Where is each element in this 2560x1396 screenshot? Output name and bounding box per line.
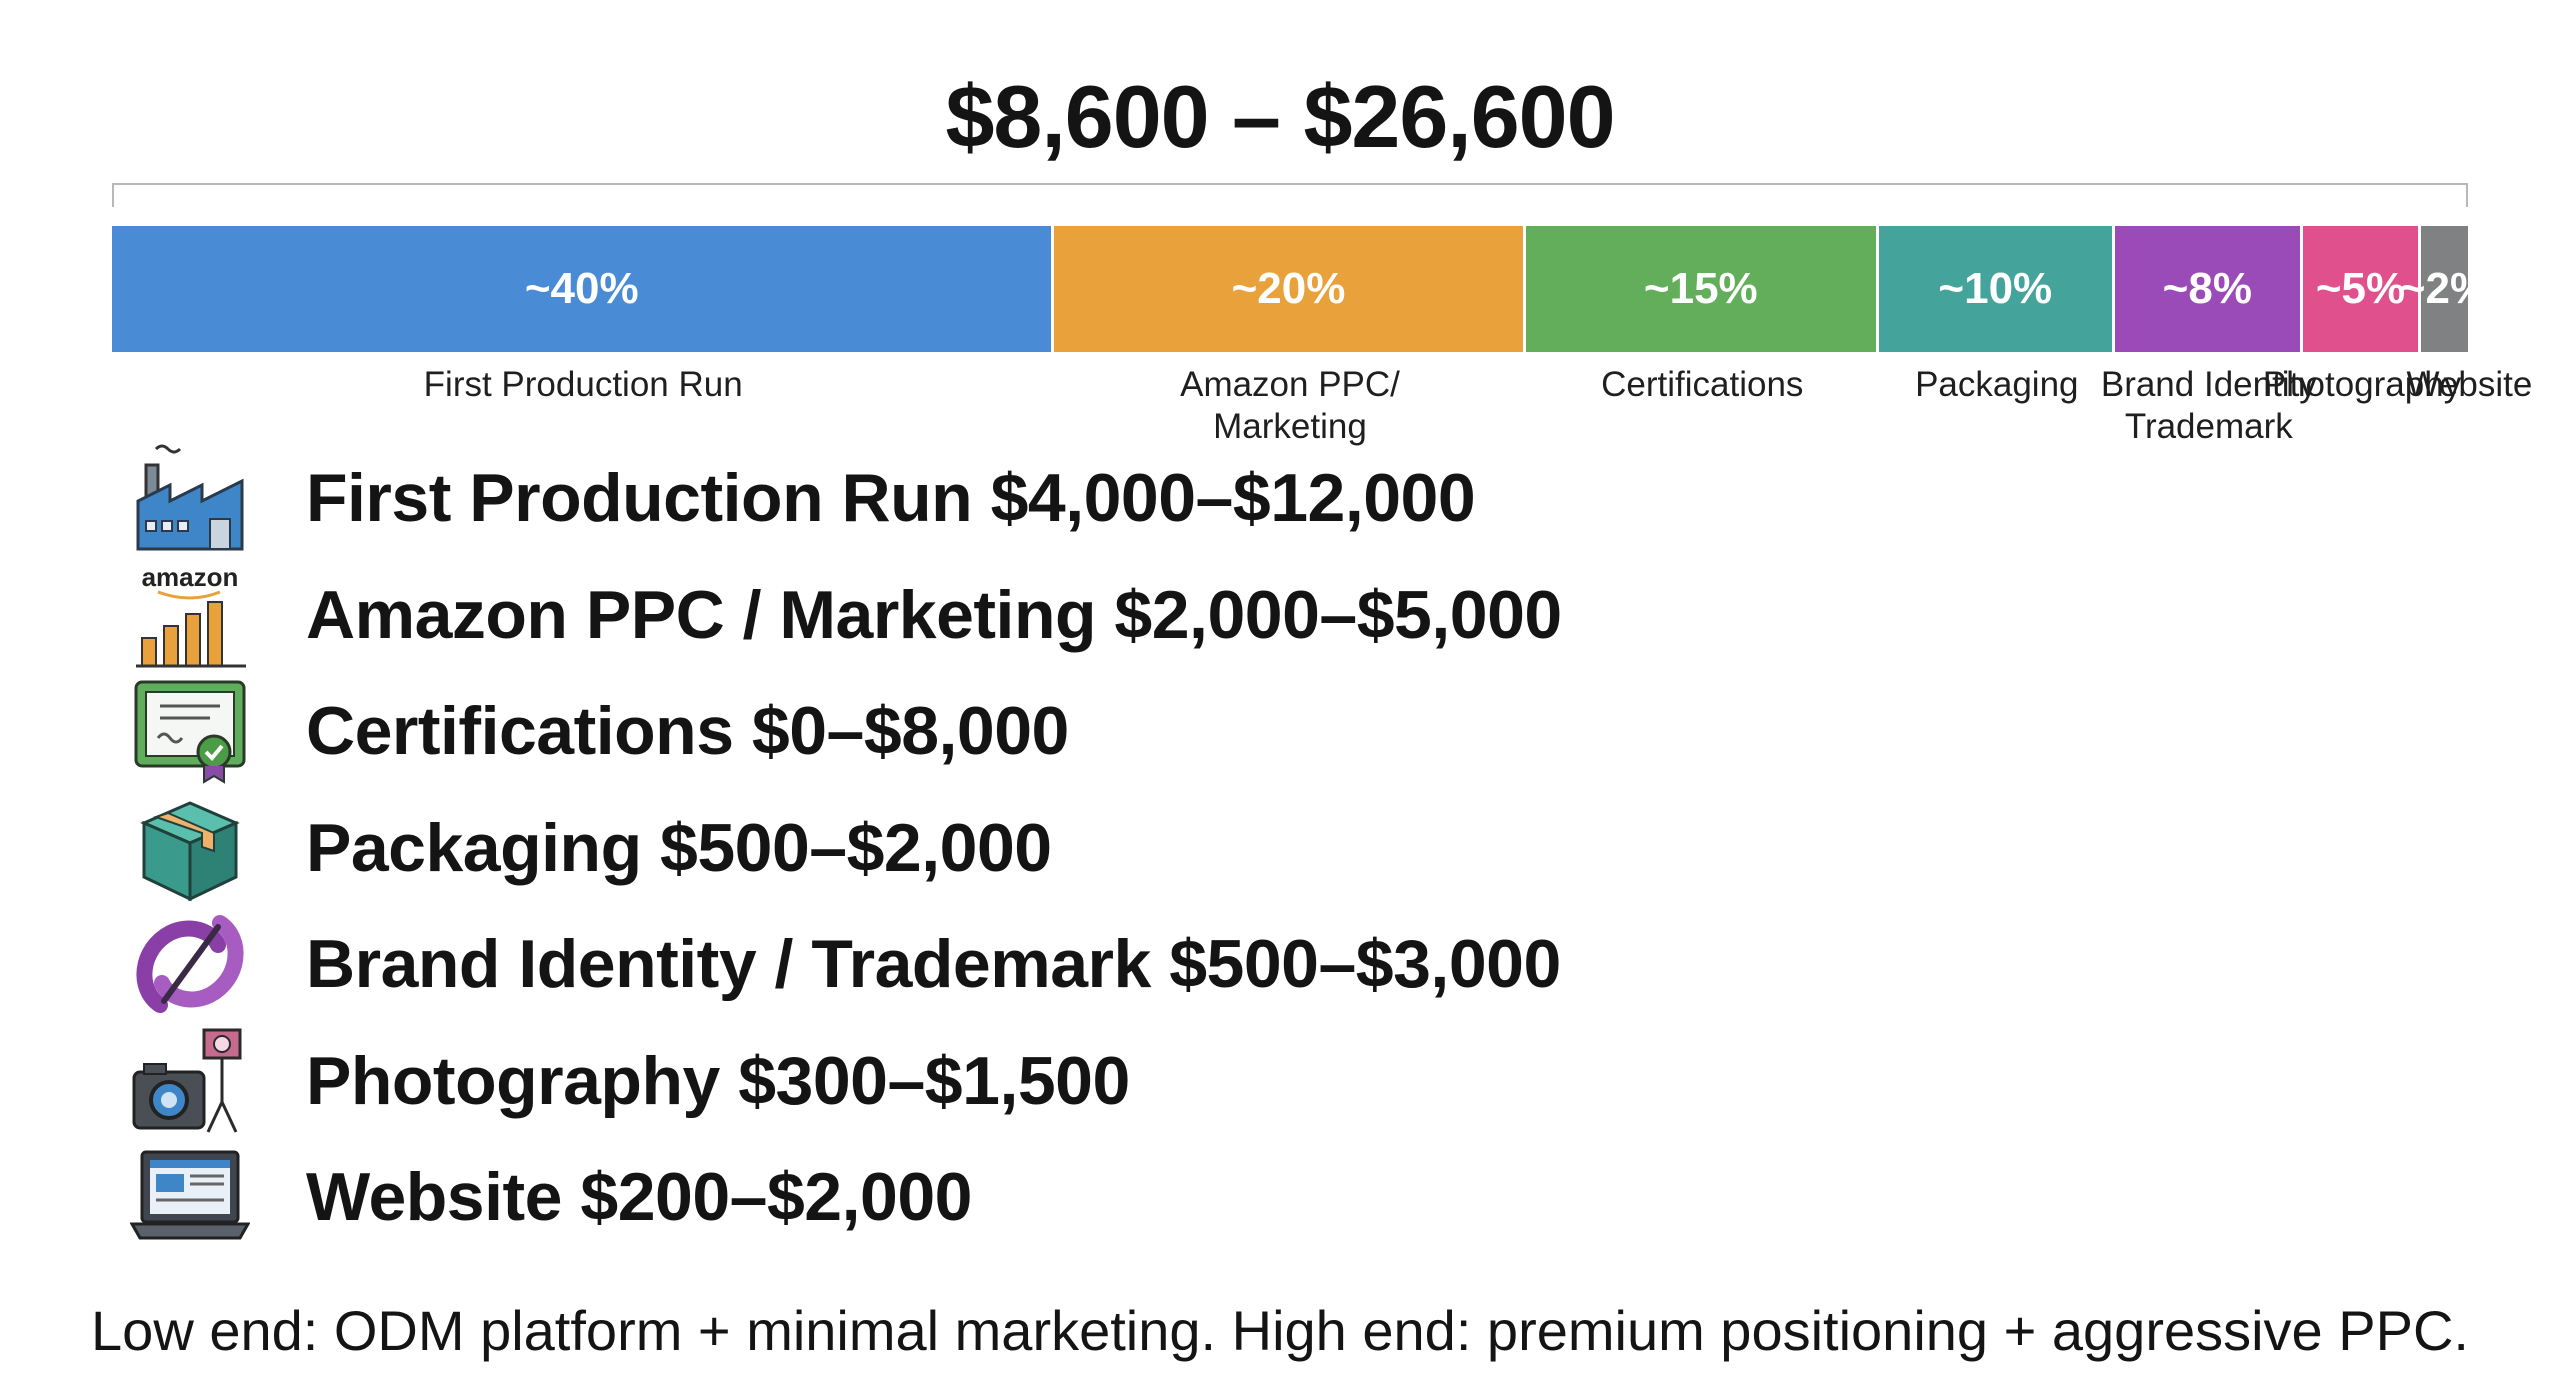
- breakdown-text: Brand Identity / Trademark $500–$3,000: [306, 926, 1561, 1003]
- total-bracket: [112, 183, 2468, 207]
- cost-breakdown-list: First Production Run $4,000–$12,000 amaz…: [130, 440, 1562, 1256]
- certificate-icon: [130, 676, 260, 786]
- footnote: Low end: ODM platform + minimal marketin…: [91, 1299, 2469, 1362]
- amazon-logo-text: amazon: [142, 562, 239, 592]
- breakdown-text: First Production Run $4,000–$12,000: [306, 460, 1476, 537]
- breakdown-item-production: First Production Run $4,000–$12,000: [130, 440, 1562, 557]
- breakdown-text: Photography $300–$1,500: [306, 1042, 1130, 1119]
- camera-light-icon: [130, 1026, 260, 1136]
- breakdown-text: Certifications $0–$8,000: [306, 693, 1069, 770]
- segment-value-label: ~2%: [2399, 264, 2490, 313]
- bar-segment: ~40%: [112, 226, 1055, 352]
- breakdown-item-certifications: Certifications $0–$8,000: [130, 673, 1562, 790]
- breakdown-text: Website $200–$2,000: [306, 1159, 972, 1236]
- segment-value-label: ~20%: [1231, 264, 1346, 313]
- category-label: Photography: [2262, 365, 2462, 404]
- breakdown-item-photography: Photography $300–$1,500: [130, 1023, 1562, 1140]
- category-label: Certifications: [1601, 365, 1804, 404]
- segment-value-label: ~10%: [1938, 264, 2053, 313]
- segment-value-label: ~40%: [524, 264, 639, 313]
- bar-segment: ~2%: [2400, 226, 2489, 352]
- breakdown-text: Amazon PPC / Marketing $2,000–$5,000: [306, 576, 1562, 653]
- stacked-bar: ~40% ~20% ~15% ~10% ~8% ~5% ~2%: [112, 226, 2489, 352]
- laptop-icon: [130, 1142, 260, 1252]
- category-label: First Production Run: [423, 365, 743, 404]
- bar-segment: ~5%: [2303, 226, 2421, 352]
- breakdown-item-brand: Brand Identity / Trademark $500–$3,000: [130, 906, 1562, 1023]
- category-label: Brand Identity Trademark: [2100, 365, 2317, 446]
- brand-logo-icon: [130, 909, 260, 1019]
- breakdown-item-marketing: amazon Amazon PPC / Marketing $2,000–$5,…: [130, 557, 1562, 674]
- segment-value-label: ~15%: [1643, 264, 1758, 313]
- amazon-chart-icon: amazon: [130, 560, 260, 670]
- breakdown-text: Packaging $500–$2,000: [306, 809, 1052, 886]
- bar-segment: ~15%: [1525, 226, 1879, 352]
- bar-segment: ~8%: [2114, 226, 2304, 352]
- breakdown-item-website: Website $200–$2,000: [130, 1139, 1562, 1256]
- category-label: Website: [2406, 365, 2533, 404]
- bar-segment: ~10%: [1879, 226, 2115, 352]
- chart-title: $8,600 – $26,600: [945, 67, 1615, 166]
- breakdown-item-packaging: Packaging $500–$2,000: [130, 790, 1562, 907]
- box-icon: [130, 793, 260, 903]
- category-label: Amazon PPC/ Marketing: [1180, 365, 1400, 446]
- category-label: Packaging: [1915, 365, 2079, 404]
- bar-segment: ~20%: [1054, 226, 1526, 352]
- factory-icon: [130, 443, 260, 553]
- segment-value-label: ~8%: [2162, 264, 2252, 313]
- segment-value-label: ~5%: [2315, 264, 2406, 313]
